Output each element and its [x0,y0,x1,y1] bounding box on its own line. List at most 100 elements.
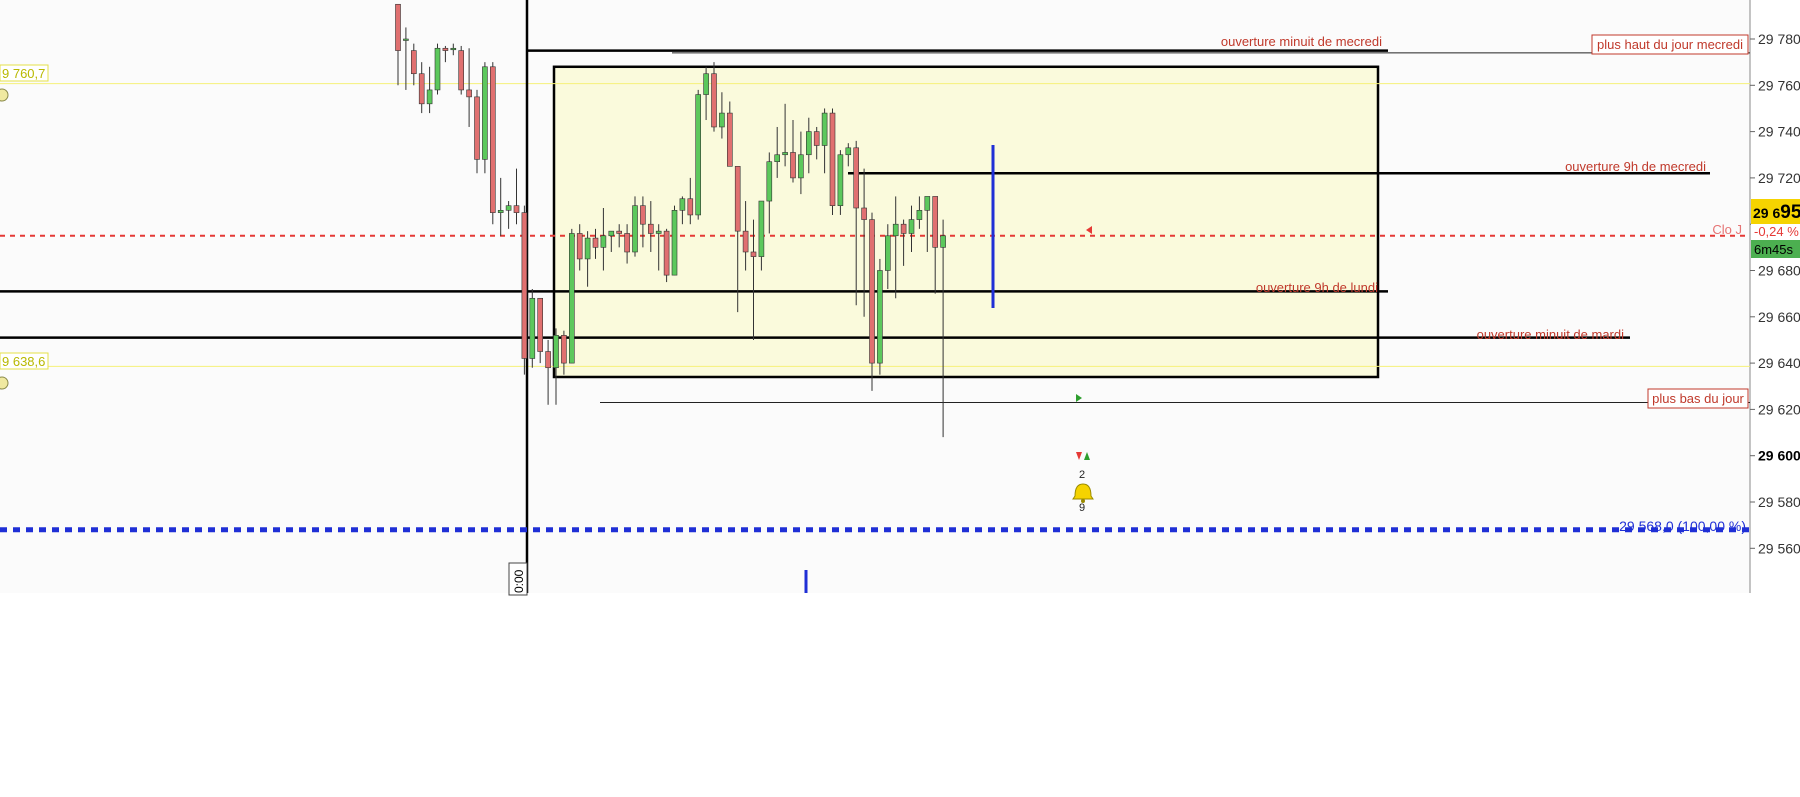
candle-body [474,96,480,160]
candle[interactable] [513,168,520,225]
candle[interactable] [655,224,662,271]
candle[interactable] [482,62,488,174]
candle[interactable] [798,131,804,195]
candle-body [410,50,417,75]
candle[interactable] [568,228,575,364]
y-tick-label: 29 680 [1758,263,1800,279]
candle[interactable] [750,219,757,340]
range-zone[interactable] [552,65,1380,379]
candle[interactable] [861,168,867,317]
candle[interactable] [703,66,709,121]
candle[interactable] [782,103,788,167]
candle[interactable] [853,140,860,306]
candle[interactable] [576,224,583,271]
y-tick-label: 29 580 [1758,494,1800,510]
candle[interactable] [726,101,733,167]
candle[interactable] [497,177,504,236]
tag-pin-icon [0,88,9,102]
candle[interactable] [908,205,915,252]
candle-body [758,200,765,257]
candle[interactable] [900,219,907,266]
candle-body [521,212,528,359]
candle-body [655,230,662,234]
candle[interactable] [632,196,638,257]
candle[interactable] [442,45,449,63]
candle[interactable] [640,196,646,248]
candle[interactable] [505,201,512,229]
candle[interactable] [774,126,781,178]
y-tick-label: 29 740 [1758,124,1800,140]
candle[interactable] [940,219,946,438]
candle[interactable] [458,45,465,95]
candle[interactable] [647,201,654,252]
candle[interactable] [845,143,852,167]
candle[interactable] [561,330,567,375]
candle[interactable] [474,89,480,174]
candle-body [545,351,551,369]
candle[interactable] [450,43,457,56]
candle[interactable] [537,297,544,364]
candle[interactable] [592,228,599,259]
candle[interactable] [395,3,401,86]
candle[interactable] [426,66,433,114]
candle[interactable] [742,201,749,271]
time-label: 0:00 [508,562,528,596]
candle-body [568,233,575,364]
candle[interactable] [916,196,923,229]
candle[interactable] [521,205,528,375]
left-tag-low[interactable]: 9 638,6 [0,352,49,390]
candle[interactable] [719,92,725,139]
candle[interactable] [758,200,765,271]
candle-body [845,147,852,156]
candle[interactable] [813,126,820,160]
candle[interactable] [687,177,694,225]
candle[interactable] [616,224,623,248]
candle[interactable] [829,108,836,215]
candle[interactable] [403,27,409,90]
current-price-badge[interactable]: 29 695 [1751,199,1800,224]
candle[interactable] [679,196,686,225]
candle[interactable] [584,231,591,287]
candle-body [450,47,457,51]
candle[interactable] [695,89,702,220]
candle[interactable] [553,328,559,405]
candle[interactable] [892,196,899,299]
candle[interactable] [734,166,741,313]
candle[interactable] [869,212,875,391]
left-tag-high[interactable]: 9 760,7 [0,64,49,102]
candle[interactable] [608,230,615,252]
candle[interactable] [924,196,931,252]
svg-text:0:00: 0:00 [512,569,526,593]
y-tick-label: 29 780 [1758,31,1800,47]
candle[interactable] [466,48,472,127]
candle[interactable] [877,258,883,375]
candles-group [395,3,946,438]
candle[interactable] [600,207,607,271]
candle[interactable] [624,224,630,264]
candle[interactable] [884,224,891,290]
candle[interactable] [663,228,670,283]
candle[interactable] [711,62,717,132]
candle-body [726,112,733,167]
candle[interactable] [545,339,551,405]
candle[interactable] [410,43,417,86]
candle[interactable] [671,205,678,276]
candle-body [892,223,899,237]
candle-body [821,112,828,146]
candle[interactable] [837,150,844,215]
candle[interactable] [434,43,441,95]
candle[interactable] [932,196,939,294]
candle[interactable] [805,117,812,174]
candle-body [505,205,512,211]
candle[interactable] [790,120,796,183]
candle[interactable] [766,152,773,234]
candle[interactable] [529,289,536,368]
candle[interactable] [489,62,496,225]
price-axis[interactable] [1750,0,1800,593]
candle[interactable] [821,108,828,174]
candle-body [750,251,757,257]
candle[interactable] [418,62,425,114]
order-markers[interactable]: 2 9 [1072,226,1094,514]
candle-body [798,154,804,179]
